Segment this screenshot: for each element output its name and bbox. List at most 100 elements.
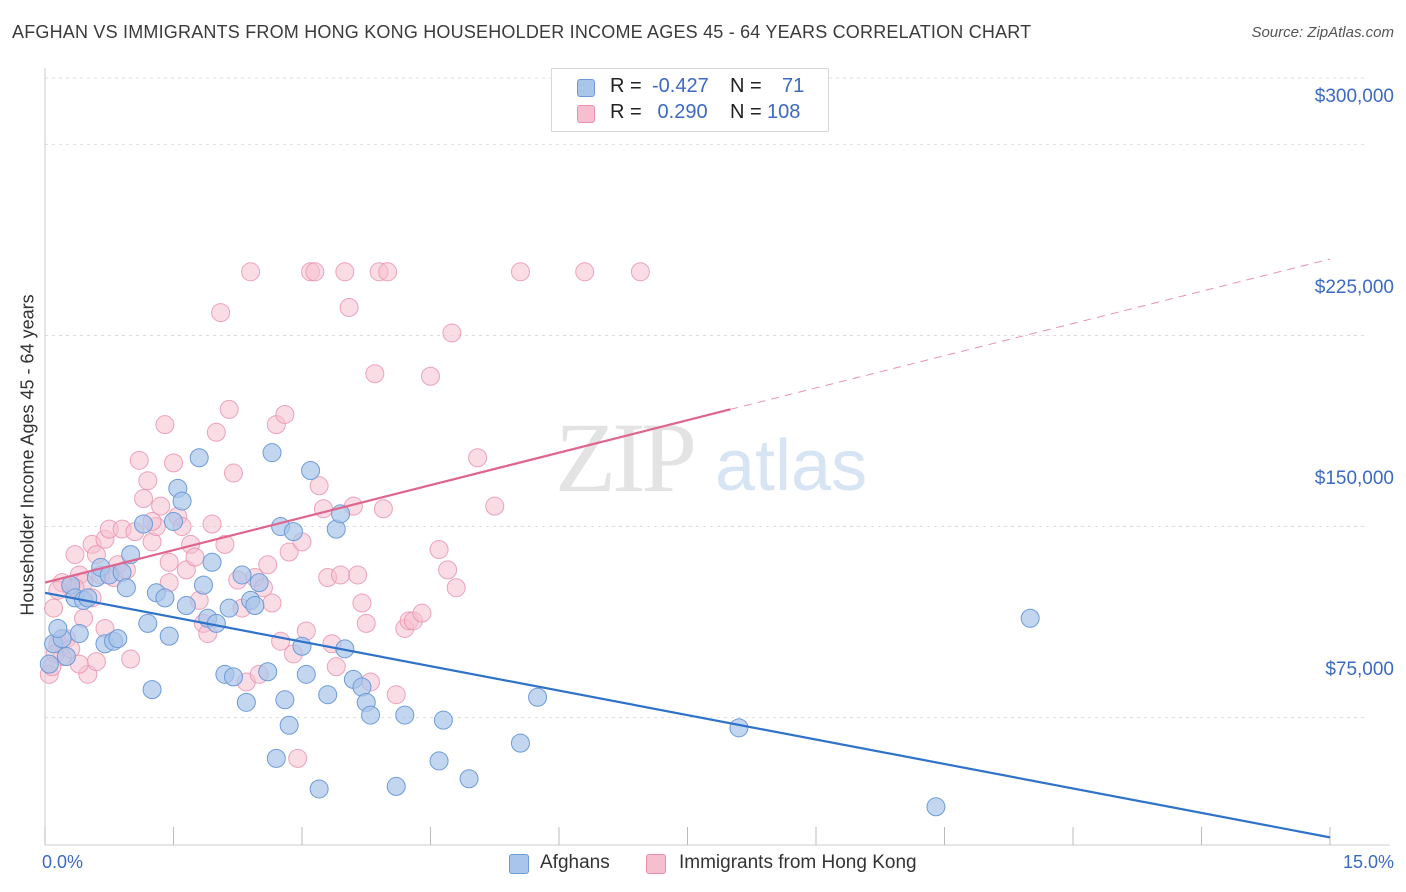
y-tick-label: $150,000 [1314, 468, 1394, 489]
series-afghans-points [39, 443, 1040, 817]
point-hong-kong [339, 297, 359, 317]
point-afghans [159, 626, 179, 646]
legend-r-label: R = [610, 75, 642, 97]
trend-line-afghans [44, 591, 1331, 839]
point-afghans [395, 705, 415, 725]
point-hong-kong [305, 262, 325, 282]
point-afghans [459, 769, 479, 789]
point-afghans [433, 710, 453, 730]
series-legend: Afghans Immigrants from Hong Kong [0, 852, 1406, 878]
point-afghans [301, 461, 321, 481]
point-afghans [266, 748, 286, 768]
axes [44, 68, 1390, 846]
point-hong-kong [438, 560, 458, 580]
point-afghans [296, 664, 316, 684]
point-hong-kong [151, 496, 171, 516]
point-hong-kong [215, 534, 235, 554]
point-hong-kong [65, 545, 85, 565]
point-hong-kong [442, 323, 462, 343]
point-hong-kong [155, 415, 175, 435]
point-hong-kong [331, 565, 351, 585]
point-afghans [176, 596, 196, 616]
point-afghans [69, 624, 89, 644]
point-hong-kong [429, 539, 449, 559]
point-afghans [926, 797, 946, 817]
point-hong-kong [309, 476, 329, 496]
point-hong-kong [412, 603, 432, 623]
point-afghans [258, 662, 278, 682]
legend-swatch-pink [577, 105, 595, 123]
stats-legend: R = -0.427 N = 71 R = 0.290 N = 108 [551, 68, 829, 132]
point-hong-kong [134, 489, 154, 509]
legend-row-hong-kong: R = 0.290 N = 108 [552, 101, 828, 127]
point-hong-kong [373, 499, 393, 519]
y-tick-label: $75,000 [1325, 659, 1394, 680]
legend-n-value: 71 [782, 75, 805, 97]
legend-r-label: R = [610, 101, 642, 123]
point-hong-kong [510, 262, 530, 282]
legend-n-label: N = [730, 75, 762, 97]
legend-row-afghans: R = -0.427 N = 71 [552, 75, 828, 101]
point-hong-kong [86, 652, 106, 672]
point-afghans [172, 491, 192, 511]
trend-line-hong-kong-extrapolated [730, 258, 1331, 410]
legend-swatch-hong-kong [646, 854, 666, 874]
point-afghans [164, 511, 183, 531]
legend-r-value: -0.427 [652, 75, 709, 97]
point-hong-kong [335, 262, 355, 282]
y-axis-label: Householder Income Ages 45 - 64 years [17, 294, 38, 616]
point-afghans [510, 733, 530, 753]
point-hong-kong [630, 262, 650, 282]
legend-n-label: N = [730, 101, 762, 123]
point-hong-kong [575, 262, 595, 282]
point-afghans [223, 667, 243, 687]
legend-swatch-afghans [509, 854, 529, 874]
point-hong-kong [421, 366, 440, 386]
y-tick-label: $300,000 [1314, 86, 1394, 107]
legend-r-value: 0.290 [652, 101, 708, 123]
point-hong-kong [129, 450, 149, 470]
trend-lines [44, 258, 1331, 839]
point-afghans [232, 565, 252, 585]
point-afghans [116, 578, 136, 598]
point-afghans [283, 522, 303, 542]
point-afghans [78, 588, 98, 608]
point-afghans [429, 751, 449, 771]
point-hong-kong [241, 262, 261, 282]
chart-title: AFGHAN VS IMMIGRANTS FROM HONG KONG HOUS… [12, 22, 1032, 42]
point-hong-kong [121, 649, 141, 669]
point-afghans [134, 514, 154, 534]
point-afghans [386, 776, 406, 796]
point-hong-kong [288, 748, 308, 768]
point-afghans [142, 680, 162, 700]
x-tick-label-max: 15.0% [1342, 852, 1394, 872]
point-hong-kong [219, 399, 239, 419]
point-hong-kong [202, 514, 222, 534]
point-afghans [236, 692, 256, 712]
point-afghans [275, 690, 295, 710]
point-afghans [245, 596, 265, 616]
point-hong-kong [206, 422, 226, 442]
point-afghans [309, 779, 329, 799]
point-hong-kong [348, 565, 368, 585]
point-hong-kong [378, 262, 398, 282]
point-hong-kong [386, 685, 406, 705]
point-afghans [202, 552, 222, 572]
point-afghans [279, 715, 299, 735]
point-hong-kong [44, 598, 64, 618]
point-hong-kong [258, 555, 278, 575]
point-afghans [138, 613, 158, 633]
legend-swatch-blue [577, 79, 595, 97]
point-hong-kong [262, 593, 282, 613]
point-hong-kong [468, 448, 488, 468]
legend-n-value: 108 [767, 101, 801, 123]
point-hong-kong [138, 471, 158, 491]
point-hong-kong [356, 613, 376, 633]
legend-label-afghans: Afghans [540, 852, 610, 873]
point-afghans [528, 687, 548, 707]
point-hong-kong [326, 657, 346, 677]
point-hong-kong [223, 463, 243, 483]
point-afghans [39, 654, 59, 674]
point-hong-kong [485, 496, 505, 516]
